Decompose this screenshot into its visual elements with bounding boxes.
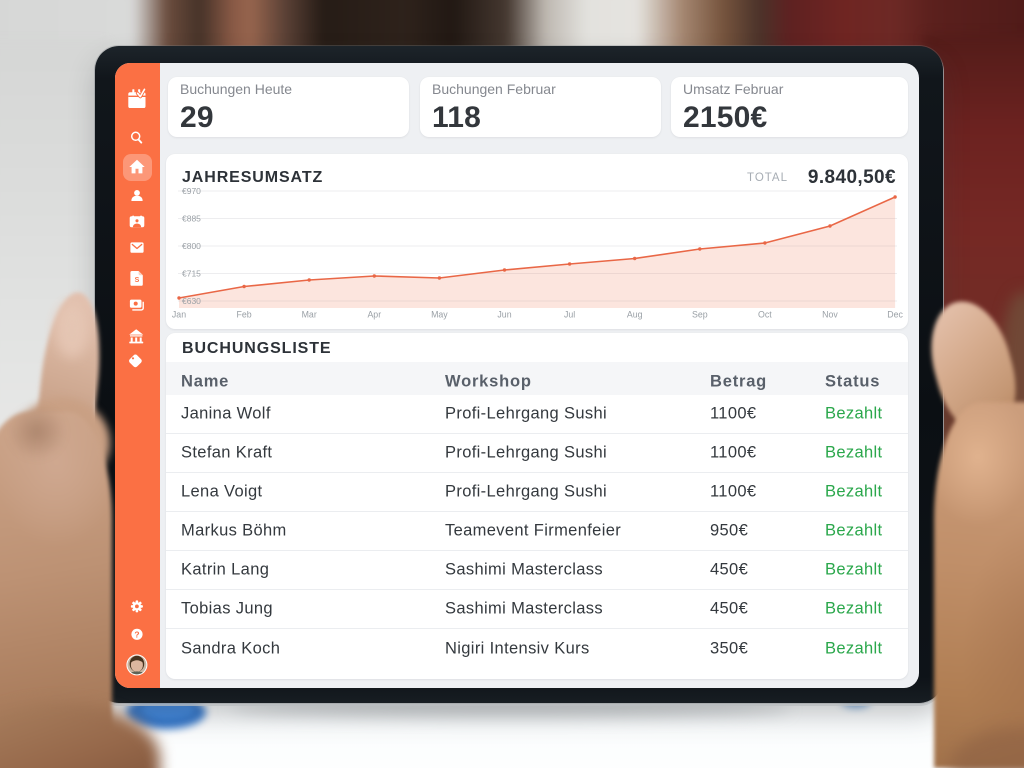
- svg-text:S: S: [135, 277, 140, 284]
- svg-text:€970: €970: [182, 186, 201, 196]
- svg-text:Jun: Jun: [497, 310, 511, 320]
- svg-text:Oct: Oct: [758, 310, 772, 320]
- svg-text:Aug: Aug: [627, 310, 643, 320]
- svg-text:Apr: Apr: [367, 310, 381, 320]
- svg-text:€630: €630: [182, 296, 201, 306]
- svg-text:Jul: Jul: [564, 310, 575, 320]
- svg-text:€715: €715: [182, 269, 201, 279]
- svg-text:?: ?: [134, 630, 139, 640]
- svg-text:Feb: Feb: [237, 310, 252, 320]
- svg-text:Jan: Jan: [172, 310, 186, 320]
- svg-text:Sep: Sep: [692, 310, 708, 320]
- svg-text:€885: €885: [182, 214, 201, 224]
- svg-text:Mar: Mar: [302, 310, 317, 320]
- svg-text:Nov: Nov: [822, 310, 838, 320]
- svg-text:Dec: Dec: [887, 310, 903, 320]
- svg-text:€800: €800: [182, 241, 201, 251]
- svg-text:May: May: [431, 310, 448, 320]
